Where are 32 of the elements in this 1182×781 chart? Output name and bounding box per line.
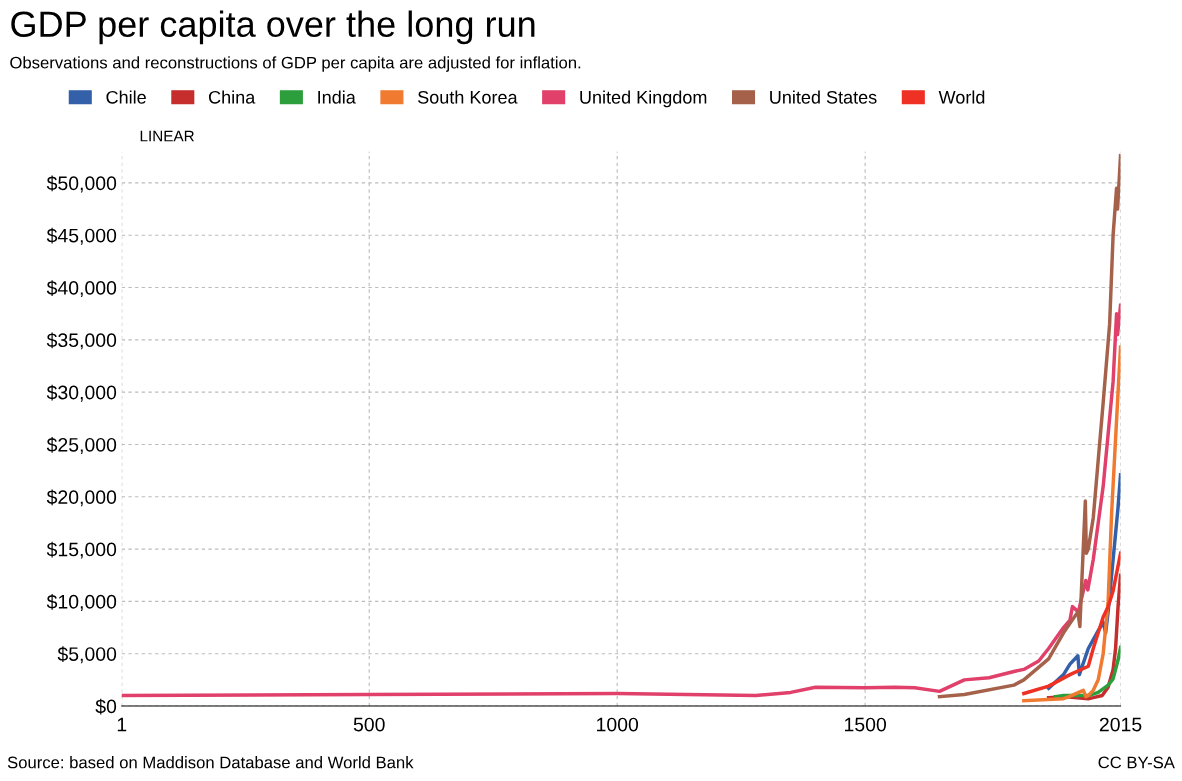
y-tick-label: $10,000 [46, 594, 117, 611]
text: LINEAR [140, 130, 194, 142]
y-tick-label: $35,000 [46, 332, 117, 350]
y-tick-label: $30,000 [46, 384, 117, 402]
source-note: Source: based on Maddison Database and World Bank [7, 756, 414, 769]
legend-label: China [209, 90, 256, 104]
y-tick-label: $5,000 [57, 646, 117, 664]
x-tick-label: 2015 [1099, 717, 1142, 732]
y-tick-label: $15,000 [46, 541, 117, 559]
chart-subtitle: Observations and reconstructions of GDP per capita are adjusted for inflation. [10, 56, 581, 72]
y-tick-label: $20,000 [46, 489, 117, 507]
legend-label: World [938, 90, 985, 104]
text: CC BY-SA [1098, 756, 1175, 769]
line-series [121, 303, 1121, 698]
line-series [1022, 345, 1121, 703]
x-tick-label: 1000 [597, 717, 639, 732]
chart-title: GDP per capita over the long run [11, 10, 535, 45]
legend-label: India [318, 90, 356, 104]
legend-label: South Korea [418, 90, 518, 104]
y-tick-label: $25,000 [46, 437, 117, 454]
legend-label: United States [770, 90, 877, 104]
x-tick-label: 1 [117, 717, 127, 732]
line-series [1022, 551, 1121, 696]
x-tick-label: 500 [353, 717, 385, 732]
y-tick-label: $0 [95, 698, 117, 715]
line-series [937, 153, 1121, 699]
y-tick-label: $40,000 [46, 280, 117, 298]
legend-label: United Kingdom [580, 90, 707, 108]
y-tick-label: $45,000 [46, 227, 117, 245]
x-tick-label: 1500 [844, 717, 887, 732]
y-tick-label: $50,000 [46, 175, 117, 193]
legend-label: Chile [106, 90, 146, 104]
